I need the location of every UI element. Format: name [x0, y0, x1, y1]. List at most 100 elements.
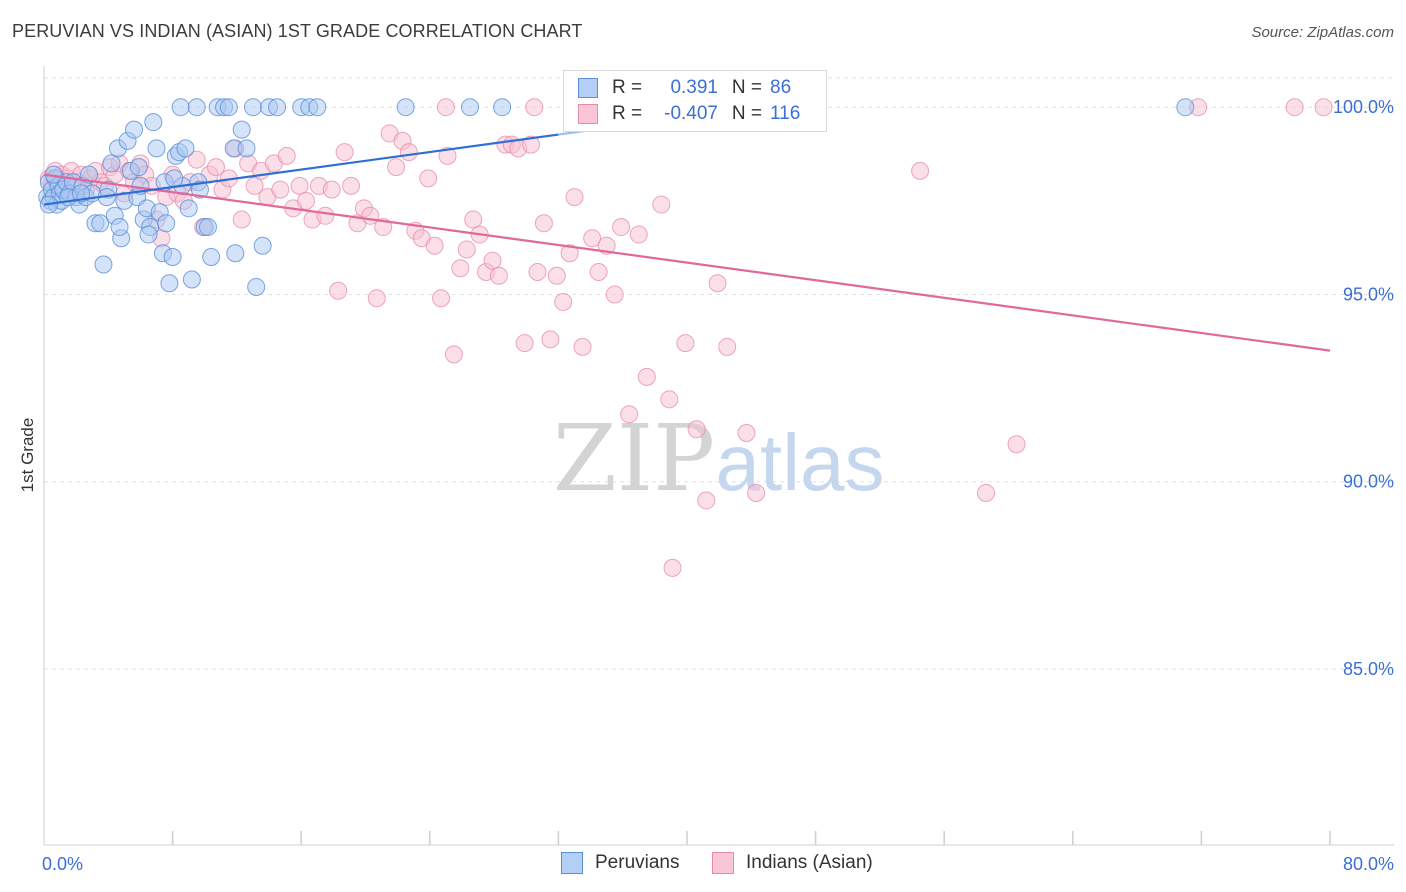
indians-point[interactable] — [367, 289, 386, 308]
indians-point[interactable] — [708, 274, 727, 293]
indians-point[interactable] — [342, 176, 361, 195]
peruvians-point[interactable] — [80, 165, 99, 184]
peruvians-point[interactable] — [187, 98, 206, 117]
indians-point[interactable] — [554, 292, 573, 311]
peruvians-point[interactable] — [171, 98, 190, 117]
indians-point[interactable] — [718, 337, 737, 356]
indians-point[interactable] — [663, 558, 682, 577]
indians-point[interactable] — [525, 98, 544, 117]
indians-point[interactable] — [232, 210, 251, 229]
indians-point[interactable] — [322, 180, 341, 199]
indians-point[interactable] — [522, 135, 541, 154]
indians-point[interactable] — [687, 420, 706, 439]
y-tick-label: 90.0% — [1343, 472, 1394, 492]
indians-point[interactable] — [612, 218, 631, 237]
indians-point[interactable] — [316, 206, 335, 225]
indians-point[interactable] — [911, 161, 930, 180]
peruvians-point[interactable] — [493, 98, 512, 117]
peruvians-point[interactable] — [253, 236, 272, 255]
peruvians-point[interactable] — [129, 158, 148, 177]
peruvians-point[interactable] — [176, 139, 195, 158]
indians-point[interactable] — [515, 334, 534, 353]
indians-point[interactable] — [583, 229, 602, 248]
indians-point[interactable] — [329, 281, 348, 300]
indians-point[interactable] — [436, 98, 455, 117]
peruvians-point[interactable] — [144, 113, 163, 132]
peruvians-point[interactable] — [243, 98, 262, 117]
indians-point[interactable] — [419, 169, 438, 188]
peruvians-point[interactable] — [102, 154, 121, 173]
indians-point[interactable] — [652, 195, 671, 214]
peruvians-point[interactable] — [202, 248, 221, 267]
indians-point[interactable] — [387, 158, 406, 177]
indians-point[interactable] — [697, 491, 716, 510]
peruvians-point[interactable] — [179, 199, 198, 218]
legend-item-indians[interactable]: Indians (Asian) — [712, 852, 873, 874]
indians-point[interactable] — [277, 146, 296, 165]
peruvians-point[interactable] — [237, 139, 256, 158]
peruvians-point[interactable] — [232, 120, 251, 139]
peruvians-point[interactable] — [268, 98, 287, 117]
indians-point[interactable] — [297, 191, 316, 210]
peruvians-point[interactable] — [226, 244, 245, 263]
indians-point[interactable] — [976, 483, 995, 502]
peruvians-point[interactable] — [198, 218, 217, 237]
peruvians-point[interactable] — [91, 214, 110, 233]
indians-point[interactable] — [637, 367, 656, 386]
peruvians-point[interactable] — [163, 248, 182, 267]
indians-point[interactable] — [573, 337, 592, 356]
peruvians-point[interactable] — [125, 120, 144, 139]
indians-point[interactable] — [438, 146, 457, 165]
peruvians-point[interactable] — [247, 277, 266, 296]
indians-point[interactable] — [676, 334, 695, 353]
indians-point[interactable] — [399, 143, 418, 162]
indians-point[interactable] — [271, 180, 290, 199]
indians-point[interactable] — [489, 266, 508, 285]
indians-point[interactable] — [747, 483, 766, 502]
peruvians-point[interactable] — [139, 225, 158, 244]
indians-point[interactable] — [1285, 98, 1304, 117]
peruvians-point[interactable] — [147, 139, 166, 158]
indians-point[interactable] — [660, 390, 679, 409]
indians-point[interactable] — [245, 176, 264, 195]
indians-point[interactable] — [483, 251, 502, 270]
indians-point[interactable] — [629, 225, 648, 244]
peruvians-point[interactable] — [110, 218, 129, 237]
indians-point[interactable] — [1314, 98, 1333, 117]
peruvians-point[interactable] — [460, 98, 479, 117]
indians-point[interactable] — [290, 176, 309, 195]
indians-point[interactable] — [425, 236, 444, 255]
indians-point[interactable] — [589, 262, 608, 281]
indians-point[interactable] — [620, 405, 639, 424]
indians-point[interactable] — [547, 266, 566, 285]
peruvians-point[interactable] — [182, 270, 201, 289]
peruvians-point[interactable] — [308, 98, 327, 117]
peruvians-point[interactable] — [219, 98, 238, 117]
peruvians-point[interactable] — [190, 180, 209, 199]
indians-point[interactable] — [565, 188, 584, 207]
indians-point[interactable] — [541, 330, 560, 349]
indians-point[interactable] — [1007, 435, 1026, 454]
indians-point[interactable] — [560, 244, 579, 263]
indians-point[interactable] — [335, 143, 354, 162]
legend-item-peruvians[interactable]: Peruvians — [561, 852, 680, 874]
indians-point[interactable] — [457, 240, 476, 259]
indians-point[interactable] — [432, 289, 451, 308]
peruvians-point[interactable] — [160, 274, 179, 293]
indians-point[interactable] — [605, 285, 624, 304]
indians-point[interactable] — [737, 424, 756, 443]
indians-point[interactable] — [464, 210, 483, 229]
indians-point[interactable] — [451, 259, 470, 278]
peruvians-point[interactable] — [94, 255, 113, 274]
indians-point[interactable] — [444, 345, 463, 364]
peruvians-point[interactable] — [71, 184, 90, 203]
indians-point[interactable] — [187, 150, 206, 169]
peruvians-point[interactable] — [157, 214, 176, 233]
indians-point[interactable] — [534, 214, 553, 233]
indians-point[interactable] — [207, 158, 226, 177]
peruvians-point[interactable] — [1176, 98, 1195, 117]
peruvians-point[interactable] — [165, 169, 184, 188]
indians-point[interactable] — [374, 218, 393, 237]
peruvians-point[interactable] — [396, 98, 415, 117]
indians-point[interactable] — [528, 262, 547, 281]
